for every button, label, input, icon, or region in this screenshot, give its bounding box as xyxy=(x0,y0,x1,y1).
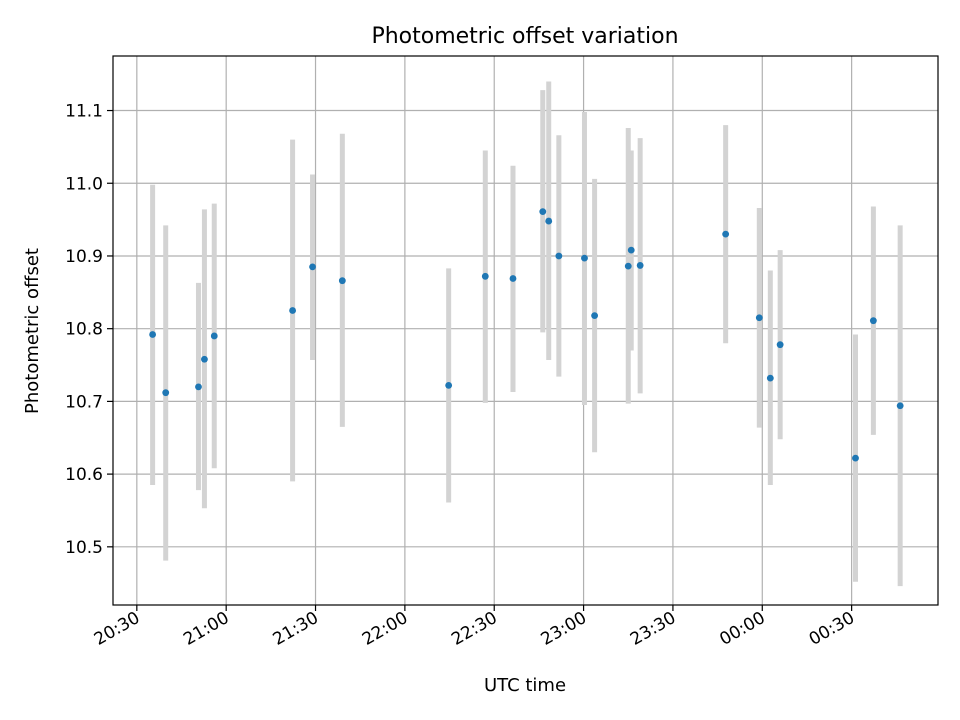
data-point xyxy=(627,246,635,254)
y-tick-label: 10.7 xyxy=(65,392,103,412)
y-tick-label: 10.9 xyxy=(65,247,103,267)
data-point xyxy=(636,262,644,269)
data-point xyxy=(776,341,784,349)
y-tick-label: 11.0 xyxy=(65,174,103,194)
grid xyxy=(113,56,938,605)
data-point xyxy=(624,262,632,270)
x-tick-label: 22:00 xyxy=(359,608,411,650)
data-point xyxy=(445,382,453,389)
data-point xyxy=(195,383,202,391)
plot-frame xyxy=(112,55,939,606)
y-axis-label: Photometric offset xyxy=(22,248,43,414)
data-point xyxy=(869,317,877,325)
x-tick-label: 20:30 xyxy=(91,608,143,650)
chart-title: Photometric offset variation xyxy=(371,24,678,49)
data-point xyxy=(539,208,547,216)
data-point xyxy=(555,252,563,260)
y-tick-label: 10.6 xyxy=(65,465,103,485)
error-bars xyxy=(150,81,903,587)
data-point xyxy=(149,331,157,338)
x-tick-label: 00:30 xyxy=(806,608,858,650)
data-point xyxy=(162,389,170,397)
data-point xyxy=(722,230,730,238)
data-point xyxy=(591,312,598,319)
y-tick-label: 11.1 xyxy=(65,102,103,122)
x-tick-label: 23:30 xyxy=(627,608,679,650)
data-point xyxy=(581,254,588,262)
x-axis-label: UTC time xyxy=(484,675,566,696)
data-point xyxy=(481,272,489,280)
y-tick-label: 10.8 xyxy=(65,320,103,340)
data-point xyxy=(755,314,763,322)
x-tick-label: 23:00 xyxy=(538,608,590,650)
y-tick-label: 10.5 xyxy=(65,538,103,558)
data-point xyxy=(289,307,296,314)
data-point xyxy=(509,275,517,282)
data-point xyxy=(852,454,859,462)
data-point xyxy=(896,402,904,410)
data-point xyxy=(545,217,553,225)
x-tick-label: 00:00 xyxy=(716,608,768,650)
data-point xyxy=(210,332,218,340)
x-tick-label: 21:30 xyxy=(270,608,322,650)
data-point xyxy=(309,263,316,271)
x-tick-label: 21:00 xyxy=(180,608,232,650)
data-points xyxy=(149,208,904,462)
data-point xyxy=(766,374,774,382)
data-point xyxy=(338,277,346,285)
x-tick-label: 22:30 xyxy=(448,608,500,650)
data-point xyxy=(201,355,208,363)
